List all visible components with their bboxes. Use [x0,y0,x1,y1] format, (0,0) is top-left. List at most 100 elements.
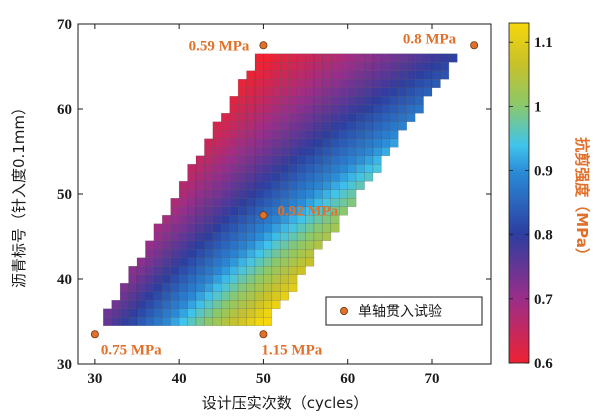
heatmap-cell [339,104,348,114]
x-tick-label: 60 [340,371,355,387]
heatmap-cell [229,249,239,258]
heatmap-cell [204,291,214,301]
heatmap-cell [187,257,197,267]
heatmap-cell [313,189,323,199]
heatmap-cell [330,53,340,63]
heatmap-cell [229,300,239,309]
heatmap-cell [212,249,222,258]
heatmap-cell [322,62,332,71]
heatmap-cell [263,130,273,139]
y-tick-label: 50 [57,187,72,203]
heatmap-cell [195,164,205,173]
heatmap-cell [313,181,323,190]
heatmap-cell [263,266,273,275]
heatmap-cell [296,155,306,165]
heatmap-cell [288,96,298,105]
heatmap-cell [322,70,332,80]
heatmap-cell [221,181,230,190]
heatmap-cell [355,147,365,156]
heatmap-cell [347,70,357,80]
heatmap-cell [280,138,289,148]
heatmap-cell [440,53,450,63]
heatmap-cell [347,164,357,173]
heatmap-cell [187,317,197,326]
heatmap-cell [296,240,306,250]
heatmap-cell [313,104,323,114]
heatmap-cell [313,53,323,63]
heatmap-cell [187,206,197,216]
heatmap-cell [330,155,340,165]
legend-box [325,296,483,326]
heatmap-cell [305,189,315,199]
heatmap-cell [355,70,365,80]
heatmap-cell [296,70,306,80]
heatmap-cell [254,317,264,326]
heatmap-cell [305,79,315,88]
heatmap-cell [145,317,155,326]
heatmap-cell [271,104,281,114]
heatmap-cell [322,232,332,241]
heatmap-cell [347,96,357,105]
heatmap-cell [153,249,163,258]
test-point-marker [259,330,268,339]
heatmap-cell [296,53,306,63]
heatmap-cell [389,62,399,71]
heatmap-cell [212,257,222,267]
heatmap-cell [288,70,298,80]
heatmap-cell [330,79,340,88]
heatmap-cell [364,53,374,63]
heatmap-cell [305,240,315,250]
heatmap-cell [305,155,315,165]
heatmap-cell [178,198,188,207]
heatmap-cell [254,266,264,275]
heatmap-cell [128,266,138,275]
heatmap-cell [288,79,298,88]
heatmap-cell [414,96,424,105]
heatmap-cell [136,266,146,275]
heatmap-cell [246,138,256,148]
heatmap-cell [263,249,273,258]
heatmap-cell [254,257,264,267]
heatmap-cell [322,155,332,165]
heatmap-cell [263,189,273,199]
heatmap-cell [237,300,247,309]
heatmap-cell [254,121,264,131]
heatmap-cell [288,172,298,182]
heatmap-cell [246,87,256,97]
heatmap-cell [347,147,357,156]
heatmap-cell [254,87,264,97]
x-axis-label: 设计压实次数（cycles） [202,394,369,412]
heatmap-cell [296,232,306,241]
heatmap-cell [254,172,264,182]
heatmap-cell [246,291,256,301]
heatmap-cell [212,215,222,224]
heatmap-cell [212,172,222,182]
heatmap-cell [263,198,273,207]
heatmap-cell [221,223,230,233]
heatmap-cell [254,138,264,148]
heatmap-cell [119,291,129,301]
heatmap-cell [381,62,391,71]
test-point-label: 0.8 MPa [403,31,457,47]
heatmap-cell [221,249,230,258]
heatmap-cell [330,164,340,173]
heatmap-cell [187,308,197,318]
heatmap-cell [254,291,264,301]
heatmap-cell [288,87,298,97]
heatmap-cell [187,274,197,284]
heatmap-cell [406,70,416,80]
heatmap-cell [254,96,264,105]
heatmap-cell [339,155,348,165]
x-tick-label: 40 [172,371,187,387]
heatmap-cell [322,104,332,114]
heatmap-cell [246,155,256,165]
heatmap-cell [145,308,155,318]
heatmap-cell [322,79,332,88]
heatmap-cell [170,206,180,216]
heatmap-cell [305,121,315,131]
heatmap-cell [381,113,391,122]
heatmap-cell [347,130,357,139]
heatmap-cell [296,189,306,199]
heatmap-cell [246,164,256,173]
heatmap-cell [296,257,306,267]
